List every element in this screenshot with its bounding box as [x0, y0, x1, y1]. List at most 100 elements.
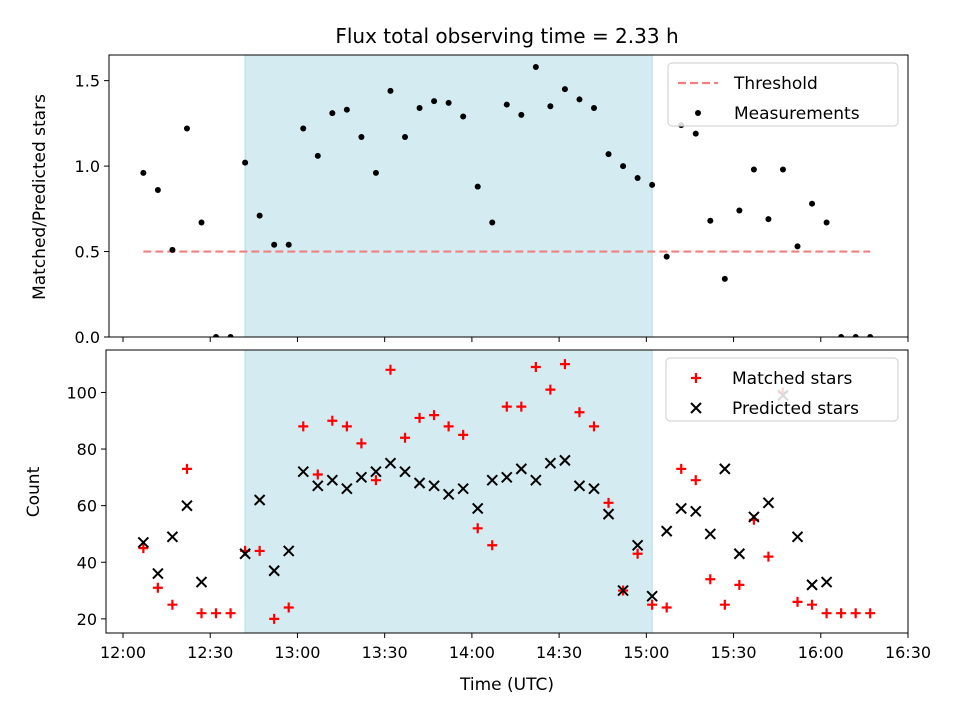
matched-stars-point — [312, 469, 323, 480]
x-tick-label: 15:30 — [711, 643, 757, 662]
legend-swatch-predicted — [690, 402, 702, 414]
legend: Matched stars Predicted stars — [665, 357, 899, 422]
measurements-point — [271, 241, 278, 248]
x-tick-label: 15:00 — [623, 643, 669, 662]
predicted-stars-point — [806, 579, 818, 591]
matched-stars-point — [254, 545, 265, 556]
predicted-stars-point — [341, 482, 353, 495]
predicted-stars-point — [442, 488, 455, 501]
predicted-stars-point — [268, 565, 280, 577]
predicted-stars-point — [660, 525, 673, 537]
predicted-stars-point — [748, 511, 760, 523]
x-tick-label: 13:00 — [274, 643, 320, 662]
predicted-stars-point — [631, 539, 644, 551]
measurements-point — [431, 98, 438, 105]
predicted-stars-point — [617, 584, 629, 597]
matched-stars-point — [821, 608, 832, 619]
predicted-stars-point — [602, 508, 615, 520]
predicted-stars-point — [312, 480, 324, 492]
predicted-stars-point — [253, 494, 266, 506]
predicted-stars-point — [588, 482, 600, 495]
matched-stars-point — [138, 543, 149, 554]
matched-stars-point — [632, 548, 643, 559]
legend-swatch-matched — [691, 373, 701, 383]
measurements-point — [314, 152, 321, 159]
top-y-axis-label: Matched/Predicted stars — [30, 94, 50, 300]
matched-stars-point — [807, 599, 818, 610]
matched-stars-point — [414, 412, 425, 423]
predicted-stars-point — [370, 465, 382, 478]
y-tick-label: 100 — [66, 383, 97, 402]
measurements-point — [242, 159, 249, 166]
matched-stars-point — [545, 384, 556, 395]
matched-stars-point — [661, 602, 672, 613]
legend-box — [667, 62, 899, 127]
matched-stars-point — [341, 421, 352, 432]
measurements-point — [823, 219, 830, 226]
predicted-stars-point — [762, 497, 775, 509]
x-tick-label: 13:30 — [362, 643, 408, 662]
measurements-point — [387, 87, 394, 94]
predicted-stars-point — [399, 465, 411, 478]
predicted-stars-point — [326, 474, 339, 486]
matched-stars-point — [487, 540, 498, 551]
predicted-stars-point — [384, 457, 397, 469]
y-tick-label: 20 — [77, 610, 97, 629]
measurements-point — [838, 334, 845, 337]
matched-stars-point — [574, 407, 585, 418]
x-tick-label: 12:30 — [187, 643, 233, 662]
measurements-point — [532, 63, 539, 70]
measurements-point — [561, 86, 568, 93]
predicted-stars-point — [152, 567, 164, 580]
matched-stars-point — [763, 551, 774, 562]
matched-stars-point — [501, 401, 512, 412]
predicted-stars-point — [355, 471, 368, 484]
legend-label: Threshold — [733, 74, 818, 94]
predicted-stars-point — [544, 457, 557, 469]
matched-stars-point — [356, 438, 367, 449]
measurements-point — [198, 219, 205, 226]
measurements-point — [474, 183, 481, 190]
measurements-point — [300, 125, 307, 132]
legend: Threshold Measurements — [667, 62, 899, 127]
matched-stars-point — [589, 421, 599, 432]
matched-stars-point — [690, 475, 701, 486]
measurements-point — [620, 163, 627, 170]
measurements-point — [256, 212, 263, 219]
legend-swatch-measurements — [695, 110, 701, 116]
x-tick-label: 12:00 — [100, 643, 146, 662]
x-tick-label: 16:00 — [798, 643, 844, 662]
legend-label: Matched stars — [732, 369, 852, 389]
measurements-point — [663, 253, 670, 260]
measurements-point — [765, 216, 772, 223]
measurements-point — [547, 103, 554, 110]
matched-stars-point — [211, 608, 222, 619]
predicted-stars-point — [457, 482, 469, 495]
predicted-stars-point — [501, 471, 513, 484]
measurements-point — [518, 111, 525, 118]
matched-stars-point — [530, 361, 541, 372]
data-points — [137, 359, 876, 624]
measurements-point — [692, 130, 699, 137]
y-tick-label: 1.5 — [75, 72, 100, 91]
predicted-stars-point — [428, 480, 440, 492]
y-tick-label: 0.5 — [75, 243, 100, 262]
measurements-point — [329, 110, 336, 117]
matched-stars-point — [283, 602, 294, 613]
measurements-point — [576, 96, 583, 103]
measurements-point — [416, 104, 423, 111]
predicted-stars-point — [283, 545, 295, 557]
x-tick-label: 14:30 — [536, 643, 582, 662]
observing-window-band — [245, 55, 653, 337]
predicted-stars-point — [559, 454, 571, 467]
plot-frame — [108, 54, 909, 338]
matched-stars-point — [429, 410, 440, 421]
matched-stars-point — [865, 608, 876, 619]
y-tick-label: 60 — [77, 497, 97, 516]
measurements-point — [591, 104, 597, 111]
plot-frame — [105, 349, 909, 634]
measurements-point — [503, 101, 510, 108]
measurements-point — [227, 334, 234, 337]
predicted-stars-point — [820, 576, 833, 588]
